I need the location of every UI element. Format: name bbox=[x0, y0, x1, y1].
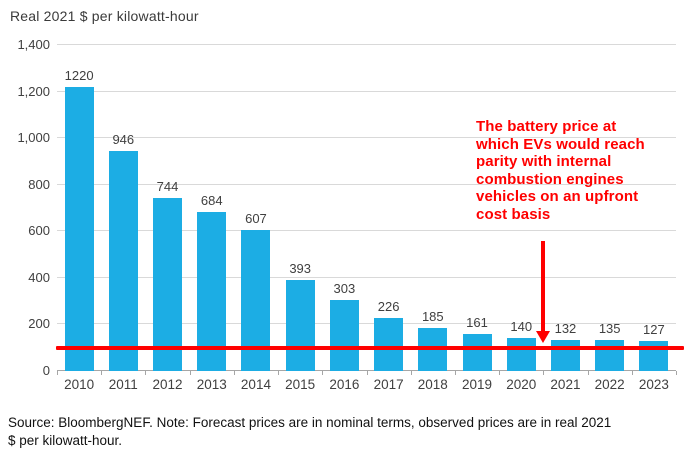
bar-2017 bbox=[374, 318, 404, 371]
bar-value-label: 132 bbox=[554, 321, 577, 337]
x-tick-label: 2010 bbox=[64, 377, 95, 392]
x-tick-label: 2020 bbox=[506, 377, 537, 392]
bar-value-label: 226 bbox=[377, 299, 400, 315]
x-tick-label: 2014 bbox=[240, 377, 271, 392]
gridline bbox=[57, 276, 676, 278]
y-axis: 0 200 400 600 800 1,000 1,200 1,400 bbox=[0, 37, 50, 378]
gridline bbox=[57, 183, 676, 185]
x-axis: 2010 2011 2012 2013 2014 2015 2016 2017 2018 2019… bbox=[57, 377, 676, 395]
bar-value-label: 946 bbox=[112, 131, 135, 147]
bar-value-label: 135 bbox=[598, 320, 621, 336]
y-tick-label: 200 bbox=[28, 316, 50, 332]
bar-2012 bbox=[153, 197, 183, 371]
bar-value-label: 303 bbox=[333, 281, 356, 297]
x-tick-label: 2023 bbox=[638, 377, 669, 392]
x-tick-label: 2018 bbox=[417, 377, 448, 392]
axis-tick bbox=[454, 371, 456, 375]
bar-2022 bbox=[595, 339, 625, 371]
axis-tick bbox=[57, 371, 58, 375]
y-tick-label: 400 bbox=[28, 269, 50, 285]
gridline bbox=[57, 90, 676, 92]
axis-tick bbox=[101, 371, 103, 375]
axis-tick bbox=[189, 371, 191, 375]
bar-value-label: 684 bbox=[200, 192, 223, 208]
x-tick-label: 2016 bbox=[329, 377, 360, 392]
down-arrow-icon bbox=[536, 331, 550, 343]
x-tick-label: 2015 bbox=[285, 377, 316, 392]
bar-2019 bbox=[462, 333, 492, 371]
bar-2013 bbox=[197, 211, 227, 371]
bar-2020 bbox=[506, 338, 536, 371]
bar-2021 bbox=[550, 340, 580, 371]
bar-2016 bbox=[329, 300, 359, 371]
bar-2010 bbox=[64, 86, 94, 371]
bar-2015 bbox=[285, 279, 315, 371]
gridline bbox=[57, 137, 676, 139]
x-axis-line bbox=[57, 370, 676, 371]
x-tick-label: 2011 bbox=[108, 377, 138, 392]
axis-tick bbox=[278, 371, 280, 375]
parity-annotation: The battery price at which EVs would rea… bbox=[476, 118, 645, 223]
bar-value-label: 393 bbox=[289, 260, 312, 276]
x-tick-label: 2019 bbox=[462, 377, 493, 392]
parity-arrow-shaft bbox=[541, 241, 545, 331]
y-tick-label: 1,000 bbox=[17, 130, 50, 146]
gridline bbox=[57, 323, 676, 325]
axis-tick bbox=[543, 371, 545, 375]
x-tick-label: 2021 bbox=[550, 377, 581, 392]
axis-tick bbox=[499, 371, 501, 375]
y-tick-label: 1,200 bbox=[17, 83, 50, 99]
bar-2011 bbox=[108, 150, 138, 371]
bar-value-label: 161 bbox=[466, 314, 488, 330]
plot-area: 1220 946 744 684 607 393 303 226 185 161 140 132 135… bbox=[56, 44, 684, 375]
axis-tick bbox=[587, 371, 589, 375]
axis-tick bbox=[676, 371, 677, 375]
x-tick-label: 2013 bbox=[196, 377, 227, 392]
parity-line bbox=[56, 345, 684, 350]
bar-value-label: 140 bbox=[510, 319, 533, 335]
axis-tick bbox=[410, 371, 412, 375]
x-tick-label: 2022 bbox=[594, 377, 625, 392]
y-tick-label: 600 bbox=[28, 223, 50, 239]
bar-value-label: 127 bbox=[643, 322, 665, 338]
bar-value-label: 1220 bbox=[64, 67, 94, 83]
source-note: Source: BloombergNEF. Note: Forecast pri… bbox=[8, 415, 612, 448]
bar-value-label: 607 bbox=[245, 210, 267, 226]
x-tick-label: 2017 bbox=[373, 377, 404, 392]
y-tick-label: 800 bbox=[28, 176, 50, 192]
gridline bbox=[57, 230, 676, 232]
axis-tick bbox=[145, 371, 147, 375]
axis-tick bbox=[233, 371, 235, 375]
axis-tick bbox=[322, 371, 324, 375]
axis-tick bbox=[366, 371, 368, 375]
chart-title: Real 2021 $ per kilowatt-hour bbox=[10, 8, 199, 24]
y-tick-label: 1,400 bbox=[17, 37, 50, 52]
bar-2014 bbox=[241, 229, 271, 371]
bar-value-label: 744 bbox=[156, 178, 179, 194]
axis-tick bbox=[631, 371, 633, 375]
x-tick-label: 2012 bbox=[152, 377, 183, 392]
bar-value-label: 185 bbox=[421, 308, 444, 324]
y-tick-label: 0 bbox=[42, 363, 50, 378]
gridline bbox=[57, 44, 676, 45]
